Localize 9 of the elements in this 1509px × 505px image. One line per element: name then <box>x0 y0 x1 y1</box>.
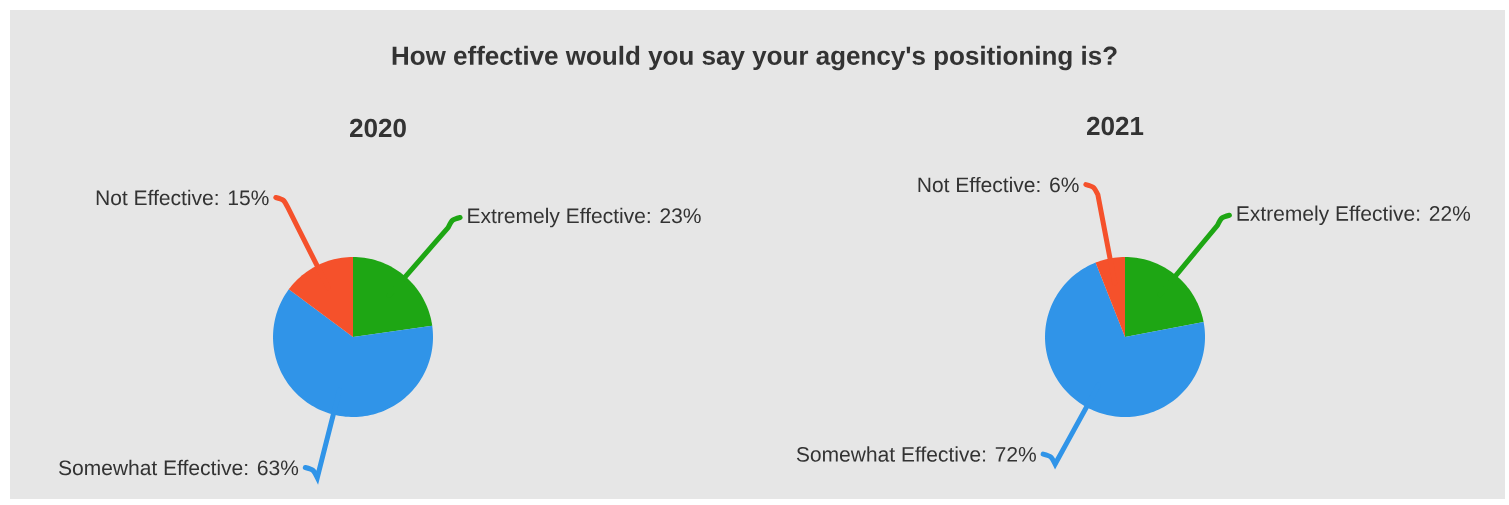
chart-subtitle: 2020 <box>350 118 406 138</box>
slice-label: Extremely Effective: 23% <box>468 207 701 228</box>
slice-label: Somewhat Effective: 63% <box>58 459 299 476</box>
chart-title: 2021 <box>1087 116 1144 136</box>
slice-label: Not Effective: 15% <box>96 189 269 206</box>
slice-label: Not Effective: 6% <box>918 176 1079 193</box>
slice-label: Somewhat Effective: 72% <box>796 446 1036 462</box>
slice-label: Extremely Effective: 22% <box>1237 205 1471 226</box>
text: How effective would you say your agency's positioning is? <box>392 45 1117 71</box>
